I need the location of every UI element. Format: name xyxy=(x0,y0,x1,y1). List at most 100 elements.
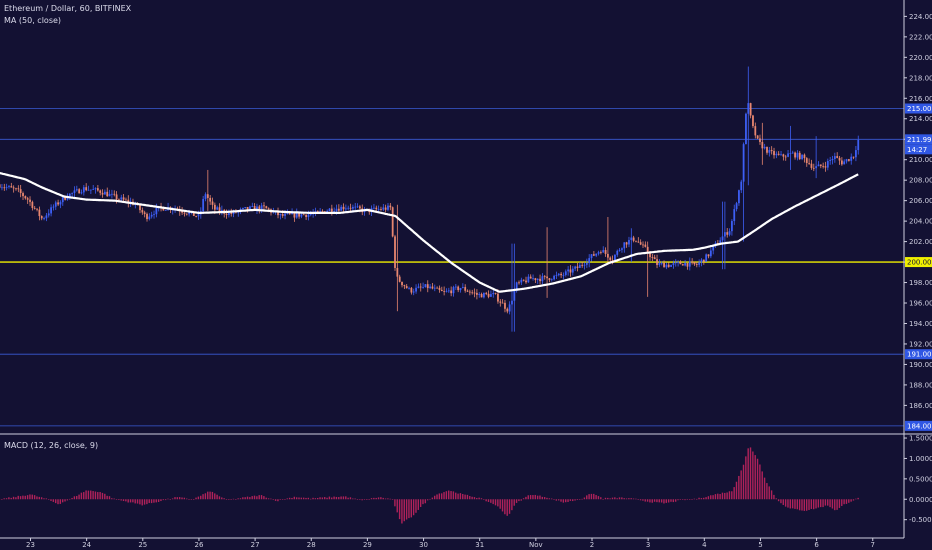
macd-bar xyxy=(621,497,623,500)
macd-bar xyxy=(204,493,207,500)
macd-bar xyxy=(417,499,420,510)
macd-bar xyxy=(424,499,427,504)
candle-body xyxy=(712,246,715,251)
macd-bar xyxy=(118,499,120,500)
candle-body xyxy=(426,284,429,289)
macd-bar xyxy=(211,491,214,500)
candle-body xyxy=(574,266,577,269)
macd-bar xyxy=(756,458,759,500)
candle-body xyxy=(726,232,729,235)
candle-body xyxy=(148,216,151,220)
macd-bar xyxy=(752,451,754,500)
macd-bar xyxy=(536,495,539,500)
macd-bar xyxy=(438,493,441,500)
macd-bar xyxy=(291,497,293,500)
macd-bar xyxy=(368,499,370,500)
macd-bar xyxy=(293,496,296,500)
candle-body xyxy=(251,206,254,207)
candle-body xyxy=(57,202,60,205)
macd-pane[interactable] xyxy=(0,447,859,524)
macd-bar xyxy=(359,499,361,500)
candle-body xyxy=(644,244,647,247)
macd-bar xyxy=(314,498,317,500)
candle-body xyxy=(623,242,626,249)
candle-body xyxy=(513,291,516,301)
macd-bar xyxy=(529,495,532,500)
macd-bar xyxy=(129,499,132,503)
macd-bar xyxy=(164,499,167,501)
candle-body xyxy=(202,198,205,212)
macd-bar xyxy=(586,495,588,500)
candle-body xyxy=(511,300,513,305)
macd-bar xyxy=(209,491,211,500)
macd-bar xyxy=(249,497,251,500)
candle-body xyxy=(504,302,506,309)
macd-bar xyxy=(26,495,29,500)
candle-body xyxy=(59,202,62,205)
macd-bar xyxy=(76,495,78,500)
macd-bar xyxy=(632,498,635,500)
candle-body xyxy=(464,287,467,291)
macd-bar xyxy=(607,497,609,500)
price-pane[interactable] xyxy=(0,66,904,427)
candle-body xyxy=(607,253,609,258)
candle-body xyxy=(719,240,722,244)
y-tick-label: 216.00 xyxy=(909,95,932,103)
macd-bar xyxy=(705,497,707,500)
macd-bar xyxy=(817,499,820,508)
candle-body xyxy=(108,193,111,197)
macd-bar xyxy=(295,497,298,500)
candle-body xyxy=(571,268,574,273)
candle-body xyxy=(604,250,607,254)
y-tick-label: 202.00 xyxy=(909,238,932,246)
candle-body xyxy=(454,286,457,288)
candle-body xyxy=(125,199,127,201)
y-tick-label: 206.00 xyxy=(909,197,932,205)
macd-bar xyxy=(831,499,834,509)
candle-body xyxy=(319,210,322,212)
macd-bar xyxy=(401,499,403,524)
x-tick-label: 4 xyxy=(702,541,707,549)
candle-body xyxy=(614,254,616,261)
candle-body xyxy=(113,193,116,195)
candle-body xyxy=(10,186,13,188)
macd-bar xyxy=(653,499,656,502)
macd-bar xyxy=(356,499,359,500)
candle-body xyxy=(754,126,757,136)
macd-bar xyxy=(19,496,22,500)
y-tick-label: 218.00 xyxy=(909,74,932,82)
candle-body xyxy=(424,284,427,288)
candle-body xyxy=(595,253,598,256)
candle-body xyxy=(731,221,733,232)
macd-bar xyxy=(47,499,50,500)
candle-body xyxy=(316,211,319,212)
macd-bar xyxy=(33,495,36,500)
macd-bar xyxy=(733,487,735,500)
candle-body xyxy=(445,290,448,292)
candle-body xyxy=(494,292,497,294)
macd-bar xyxy=(24,495,26,500)
candle-body xyxy=(225,213,228,216)
macd-bar xyxy=(352,498,354,500)
y-tick-label: 210.00 xyxy=(909,156,932,164)
candle-body xyxy=(50,207,52,214)
candle-body xyxy=(616,250,619,255)
macd-bar xyxy=(256,496,258,500)
countdown-tag-bg xyxy=(905,144,932,155)
candle-body xyxy=(347,207,350,209)
macd-bar xyxy=(768,486,770,500)
candle-body xyxy=(508,304,511,312)
candle-body xyxy=(17,188,20,190)
candle-body xyxy=(333,211,336,212)
macd-bar xyxy=(717,493,719,500)
macd-bar xyxy=(572,499,574,502)
macd-bar xyxy=(419,499,422,507)
macd-bar xyxy=(588,494,590,500)
candle-body xyxy=(490,294,492,297)
candle-body xyxy=(803,154,806,159)
macd-bar xyxy=(745,456,747,500)
macd-bar xyxy=(506,499,508,516)
macd-bar xyxy=(841,499,843,506)
macd-y-tick-label: 1.5000 xyxy=(909,435,932,443)
